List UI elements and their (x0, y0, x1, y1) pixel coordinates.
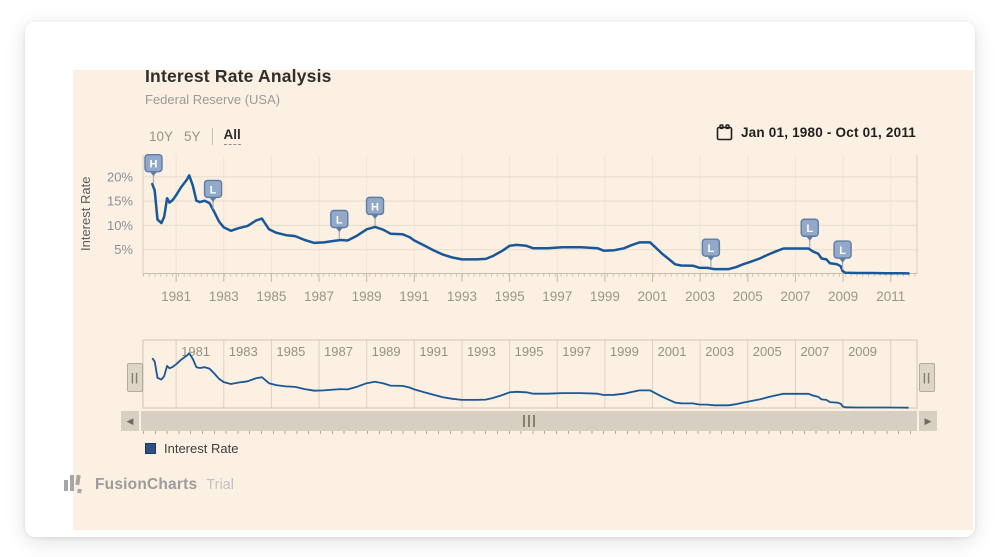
y-axis-title: Interest Rate (78, 176, 93, 252)
data-marker-l[interactable]: L (330, 209, 349, 240)
data-marker-l[interactable]: L (833, 240, 852, 270)
svg-text:L: L (839, 245, 846, 257)
scrollbar-track[interactable] (141, 411, 917, 431)
svg-text:H: H (371, 201, 379, 213)
calendar-icon (716, 124, 733, 141)
svg-text:L: L (806, 223, 813, 235)
scrollbar-minor-ticks (143, 431, 917, 434)
period-button-all[interactable]: All (223, 127, 241, 145)
navigator-right-handle[interactable]: || (919, 363, 935, 392)
data-marker-l[interactable]: L (203, 179, 223, 209)
time-period-selector: 10Y 5Y All (149, 126, 241, 146)
scrollbar-left-arrow-icon[interactable]: ◀ (121, 411, 139, 431)
data-marker-h[interactable]: H (365, 196, 385, 226)
period-divider (211, 127, 213, 145)
navigator-left-handle[interactable]: || (127, 363, 143, 392)
period-button-5y[interactable]: 5Y (184, 128, 201, 144)
chart-panel (73, 70, 973, 530)
data-marker-l[interactable]: L (800, 218, 819, 248)
scrollbar-right-arrow-icon[interactable]: ▶ (919, 411, 937, 431)
legend-label: Interest Rate (164, 441, 239, 456)
svg-text:L: L (708, 243, 715, 255)
chart-title: Interest Rate Analysis (145, 66, 332, 86)
main-chart-markers: H L L H L L L (144, 153, 852, 270)
legend-item-interest-rate[interactable]: Interest Rate (145, 441, 238, 456)
data-marker-l[interactable]: L (701, 238, 721, 268)
legend-swatch (145, 443, 156, 454)
svg-text:H: H (150, 159, 158, 171)
fusioncharts-logo-icon (64, 474, 82, 494)
data-marker-h[interactable]: H (144, 153, 163, 184)
period-button-10y[interactable]: 10Y (149, 128, 174, 144)
date-range-text: Jan 01, 1980 - Oct 01, 2011 (740, 125, 916, 140)
svg-text:L: L (210, 184, 217, 196)
svg-text:L: L (336, 215, 343, 227)
date-range: Jan 01, 1980 - Oct 01, 2011 (716, 124, 916, 141)
fusioncharts-branding: FusionCharts Trial (63, 472, 234, 497)
chart-subtitle: Federal Reserve (USA) (145, 92, 281, 107)
scroll-grip-icon[interactable] (523, 415, 535, 427)
brand-suffix: Trial (206, 476, 234, 493)
chart-card (25, 22, 975, 537)
brand-name: FusionCharts (95, 475, 198, 493)
